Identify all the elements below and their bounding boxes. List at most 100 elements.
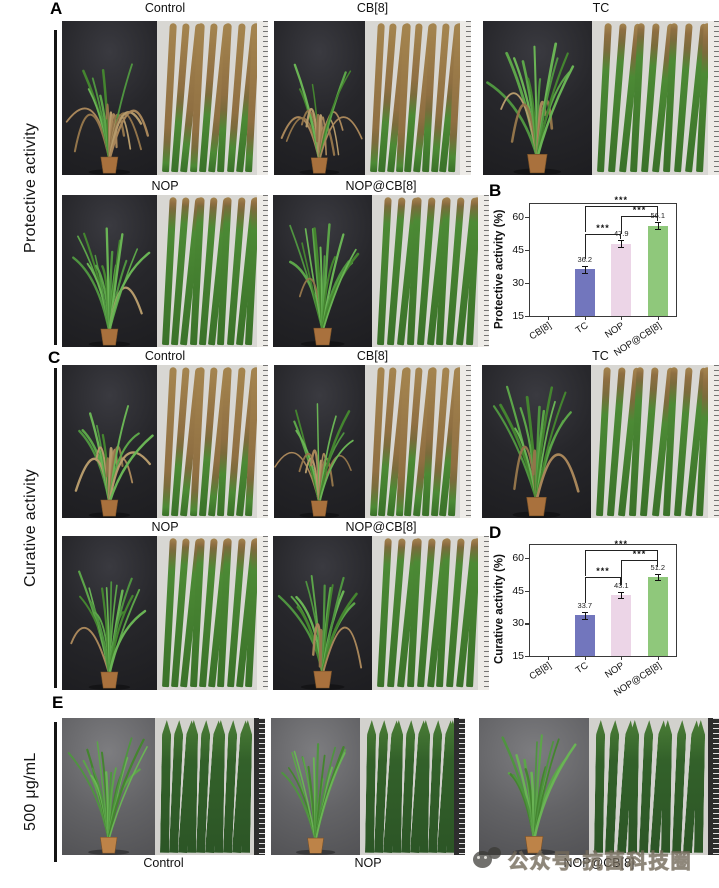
ruler-scale — [257, 195, 268, 347]
bar-NOP@CB[8] — [647, 577, 668, 656]
photo-block — [274, 21, 471, 175]
y-tick-mark — [525, 283, 530, 285]
significance-bracket-leg — [584, 233, 586, 260]
plant-photo — [273, 195, 373, 347]
bar-value-label: 56.1 — [638, 212, 678, 220]
plant-photo — [273, 536, 373, 690]
detached-leaves-photo — [372, 536, 489, 690]
significance-bracket-leg — [656, 550, 658, 568]
x-tick-mark — [621, 316, 623, 320]
leaf-strip — [594, 720, 605, 853]
significance-stars: *** — [596, 222, 610, 233]
photo-block — [482, 365, 719, 518]
bar-chart-B: Protective activity (%) 15 30 45 60 CB[8] TC 36… — [492, 190, 682, 359]
error-bar-cap — [618, 591, 625, 593]
y-tick-label: 60 — [512, 211, 524, 224]
plant-photo — [271, 718, 361, 855]
plant-photo — [62, 195, 157, 347]
error-bar — [621, 240, 623, 248]
significance-bracket-leg — [621, 560, 623, 585]
section-side-bar — [54, 30, 57, 345]
detached-leaves-photo — [156, 365, 268, 518]
plant-photo-illustration — [486, 42, 575, 175]
detached-leaves-photo — [364, 21, 471, 175]
error-bar-cap — [581, 266, 588, 268]
condition-label: CB[8] — [356, 1, 389, 15]
error-bar-cap — [581, 618, 588, 620]
detached-leaves-photo — [589, 718, 719, 855]
ruler-scale — [708, 718, 719, 855]
plant-photo-illustration — [274, 403, 354, 518]
error-bar — [584, 612, 586, 619]
plant-photo — [274, 365, 365, 518]
x-tick-mark — [584, 656, 586, 660]
plant-photo — [482, 365, 592, 518]
leaf-strip — [605, 720, 620, 853]
plant-photo-illustration — [281, 743, 347, 855]
ruler-scale — [257, 365, 268, 518]
significance-bracket-leg — [620, 233, 622, 239]
leaf-strip — [639, 720, 654, 853]
detached-leaves-photo — [156, 195, 268, 347]
section-side-label: 500 μg/mL — [22, 752, 39, 832]
condition-label: TC — [592, 1, 610, 15]
significance-bracket — [584, 233, 622, 260]
bar-value-label: 43.1 — [613, 580, 629, 590]
y-tick-mark — [525, 656, 530, 658]
ruler-scale — [460, 21, 471, 175]
plant-photo — [483, 21, 592, 175]
panel-letter-B: B — [489, 181, 502, 200]
ruler-scale — [478, 536, 489, 690]
panel-letter-E: E — [52, 693, 64, 712]
photo-block — [273, 195, 489, 347]
leaf-strip — [241, 720, 252, 853]
y-tick-mark — [525, 250, 530, 252]
ruler-scale — [478, 195, 489, 347]
plant-photo — [62, 718, 156, 855]
plant-photo-illustration — [277, 574, 363, 690]
error-bar — [657, 573, 659, 581]
y-tick-label: 30 — [512, 617, 524, 630]
section-side-label: Protective activity — [22, 122, 39, 253]
bar-NOP — [611, 594, 632, 656]
plant-photo — [62, 536, 157, 690]
error-bar-cap — [654, 573, 661, 575]
significance-stars: *** — [596, 565, 610, 576]
y-tick-mark — [525, 623, 530, 625]
significance-bracket — [621, 560, 658, 585]
plant-photo-illustration — [74, 405, 154, 518]
section-side-bar — [54, 722, 57, 862]
x-tick-mark — [657, 656, 659, 660]
photo-block — [62, 718, 265, 855]
detached-leaves-photo — [155, 718, 265, 855]
plant-photo-illustration — [72, 227, 151, 347]
error-bar-cap — [618, 247, 625, 249]
significance-bracket — [621, 216, 658, 234]
ruler-scale — [708, 365, 719, 518]
significance-bracket-leg — [584, 550, 586, 577]
photo-block — [62, 536, 268, 690]
bar-value-label: 36.2 — [577, 255, 593, 265]
plant-photo-illustration — [280, 63, 363, 175]
detached-leaves-photo — [360, 718, 465, 855]
significance-bracket-leg — [584, 206, 586, 233]
detached-leaves-photo — [372, 195, 489, 347]
ruler-scale — [257, 536, 268, 690]
bar-NOP@CB[8] — [647, 225, 668, 316]
x-tick-mark — [584, 316, 586, 320]
significance-bracket — [584, 206, 658, 233]
plant-photo-illustration — [492, 385, 580, 518]
significance-bracket-leg — [621, 216, 623, 234]
bar-value-label: 51.2 — [650, 562, 666, 572]
bar-TC — [574, 269, 595, 316]
y-tick-mark — [525, 316, 530, 318]
photo-block — [479, 718, 719, 855]
panel-letter-A: A — [50, 0, 63, 18]
y-tick-label: 30 — [512, 277, 524, 290]
significance-bracket-leg — [584, 576, 586, 603]
error-bar-cap — [654, 580, 661, 582]
significance-stars: *** — [614, 539, 628, 550]
error-bar-cap — [654, 222, 661, 224]
photo-block — [62, 365, 268, 518]
condition-label: NOP — [151, 179, 179, 193]
